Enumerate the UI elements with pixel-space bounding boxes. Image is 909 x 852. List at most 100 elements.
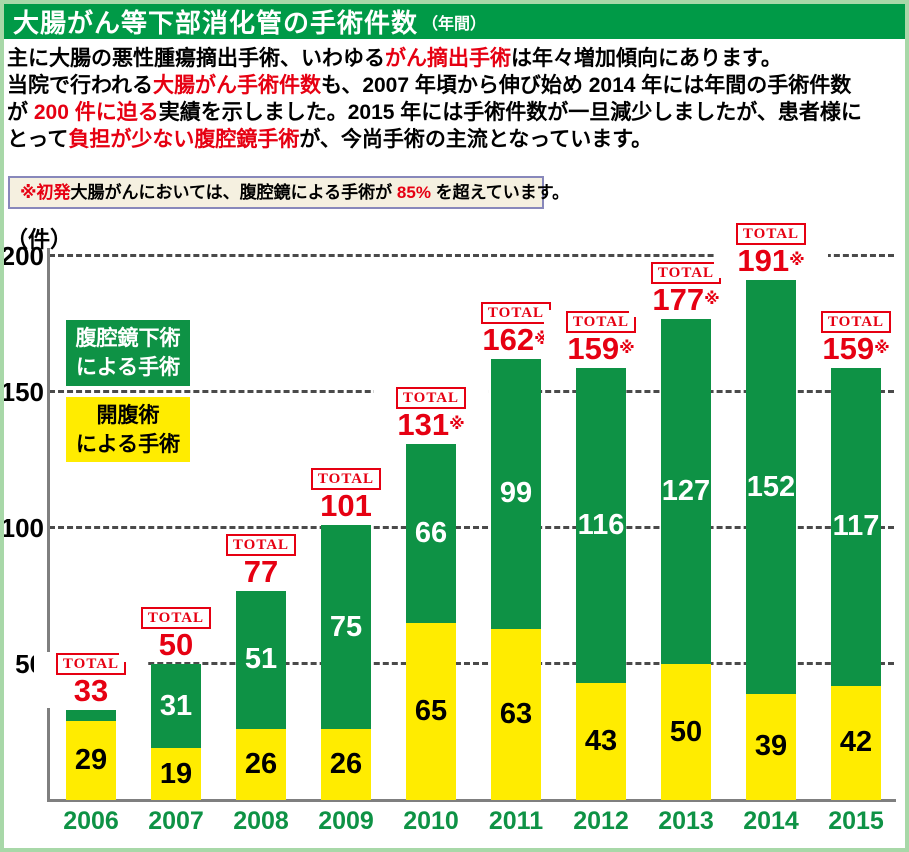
open-surgery-value-2007: 19 bbox=[159, 757, 193, 790]
bar-segment-open-surgery: 43 bbox=[576, 683, 626, 800]
legend-open-label-line2: による手術 bbox=[75, 433, 181, 456]
laparoscopic-surgery-value-2007: 31 bbox=[159, 689, 193, 722]
bar-segment-open-surgery: 26 bbox=[236, 729, 286, 800]
bar-segment-open-surgery: 50 bbox=[661, 664, 711, 800]
bar-segment-laparoscopic-surgery bbox=[66, 710, 116, 722]
x-axis-year-label-2015: 2015 bbox=[828, 807, 884, 835]
laparoscopic-surgery-value-2015: 117 bbox=[832, 510, 880, 543]
bar-segment-open-surgery: 42 bbox=[831, 685, 881, 800]
total-badge-2007: TOTAL bbox=[140, 607, 212, 629]
total-value-2007: 50 bbox=[158, 627, 194, 662]
total-label-2012: TOTAL 159※ bbox=[544, 309, 658, 366]
total-asterisk-2010: ※ bbox=[449, 415, 465, 433]
note-segment-2: 85% bbox=[396, 183, 431, 202]
total-label-2008: TOTAL 77 bbox=[204, 532, 318, 589]
bar-segment-open-surgery: 29 bbox=[66, 721, 116, 800]
total-asterisk-2012: ※ bbox=[619, 339, 635, 357]
intro-line-1: 主に大腸の悪性腫瘍摘出手術、いわゆるがん摘出手術は年々増加傾向にあります。 bbox=[7, 45, 905, 72]
open-surgery-value-2015: 42 bbox=[839, 726, 873, 759]
total-label-2007: TOTAL 50 bbox=[119, 606, 233, 662]
open-surgery-value-2014: 39 bbox=[754, 730, 788, 763]
total-badge-2010: TOTAL bbox=[395, 386, 467, 409]
laparoscopic-surgery-value-2009: 75 bbox=[329, 610, 363, 643]
bar-segment-open-surgery: 65 bbox=[406, 623, 456, 800]
total-badge-2012: TOTAL bbox=[565, 310, 637, 333]
total-value-2013: 177※ bbox=[652, 281, 720, 317]
total-badge-2015: TOTAL bbox=[820, 310, 892, 333]
legend-laparoscopic-label-line2: による手術 bbox=[75, 356, 181, 379]
intro-line-4-segment-0: とって bbox=[7, 128, 69, 151]
bar-segment-open-surgery: 63 bbox=[491, 628, 541, 800]
note-segment-3: を超えています。 bbox=[430, 183, 570, 202]
total-value-2014: 191※ bbox=[737, 243, 805, 279]
bar-segment-laparoscopic-surgery: 75 bbox=[321, 525, 371, 730]
x-axis-year-label-2007: 2007 bbox=[148, 807, 204, 835]
open-surgery-value-2009: 26 bbox=[329, 748, 363, 781]
total-label-2015: TOTAL 159※ bbox=[799, 309, 909, 366]
x-axis-year-label-2013: 2013 bbox=[658, 807, 714, 835]
laparoscopic-surgery-value-2010: 66 bbox=[414, 516, 448, 549]
total-badge-2011: TOTAL bbox=[480, 302, 552, 325]
y-tick-150: 150 bbox=[0, 377, 44, 407]
open-surgery-value-2008: 26 bbox=[244, 748, 278, 781]
total-value-2015: 159※ bbox=[822, 330, 890, 366]
x-axis-year-label-2014: 2014 bbox=[743, 807, 799, 835]
note-segment-1: 大腸がんにおいては、腹腔鏡による手術が bbox=[70, 183, 397, 202]
open-surgery-value-2006: 29 bbox=[74, 744, 108, 777]
x-axis-year-label-2011: 2011 bbox=[488, 807, 544, 835]
laparoscopic-surgery-value-2012: 116 bbox=[577, 508, 625, 541]
total-badge-2009: TOTAL bbox=[310, 468, 382, 491]
intro-line-4-segment-2: が、今尚手術の主流となっています。 bbox=[299, 128, 653, 151]
x-axis-year-label-2006: 2006 bbox=[63, 807, 119, 835]
gridline-50 bbox=[49, 662, 894, 665]
legend-open-surgery: 開腹術 による手術 bbox=[66, 397, 190, 462]
open-surgery-value-2010: 65 bbox=[414, 695, 448, 728]
page-header: 大腸がん等下部消化管の手術件数 （年間） bbox=[4, 4, 905, 39]
laparoscopic-surgery-value-2013: 127 bbox=[661, 474, 711, 507]
total-badge-2006: TOTAL bbox=[55, 653, 127, 676]
bar-segment-laparoscopic-surgery: 127 bbox=[661, 318, 711, 664]
total-asterisk-2013: ※ bbox=[704, 290, 720, 308]
intro-line-2-segment-0: 当院で行われる bbox=[7, 74, 153, 97]
legend-open-label-line1: 開腹術 bbox=[96, 404, 160, 427]
total-badge-2014: TOTAL bbox=[735, 223, 807, 246]
laparoscopic-surgery-value-2011: 99 bbox=[499, 477, 533, 510]
intro-line-1-segment-0: 主に大腸の悪性腫瘍摘出手術、いわゆる bbox=[7, 47, 385, 70]
total-value-2012: 159※ bbox=[567, 330, 635, 366]
intro-line-3: が 200 件に迫る実績を示しました。2015 年には手術件数が一旦減少しました… bbox=[7, 99, 905, 126]
x-axis-year-label-2012: 2012 bbox=[573, 807, 629, 835]
intro-line-1-segment-2: は年々増加傾向にあります。 bbox=[511, 47, 782, 70]
page-title-suffix: （年間） bbox=[422, 15, 487, 33]
x-axis-year-label-2010: 2010 bbox=[403, 807, 459, 835]
note-segment-0: ※初発 bbox=[20, 183, 71, 202]
intro-line-1-segment-1: がん摘出手術 bbox=[385, 47, 511, 70]
open-surgery-value-2013: 50 bbox=[669, 715, 703, 748]
x-axis-line bbox=[47, 799, 896, 802]
y-axis-unit-label: （件） bbox=[6, 227, 73, 252]
note-box: ※初発大腸がんにおいては、腹腔鏡による手術が 85% を超えています。 bbox=[8, 176, 569, 209]
intro-line-2-segment-2: も、2007 年頃から伸び始め 2014 年には年間の手術件数 bbox=[320, 74, 852, 97]
bar-segment-laparoscopic-surgery: 66 bbox=[406, 443, 456, 624]
bar-segment-laparoscopic-surgery: 117 bbox=[831, 367, 881, 686]
x-axis-year-label-2008: 2008 bbox=[233, 807, 289, 835]
surgery-bar-chart: （件） 腹腔鏡下術 による手術 開腹術 による手術 200 150 100 50 29 T… bbox=[0, 218, 909, 848]
total-asterisk-2014: ※ bbox=[789, 252, 805, 270]
y-tick-200: 200 bbox=[0, 241, 44, 271]
bar-segment-laparoscopic-surgery: 51 bbox=[236, 590, 286, 730]
bar-segment-laparoscopic-surgery: 31 bbox=[151, 664, 201, 749]
total-badge-2008: TOTAL bbox=[225, 533, 297, 556]
total-badge-2013: TOTAL bbox=[650, 261, 722, 284]
bar-segment-open-surgery: 39 bbox=[746, 693, 796, 800]
laparoscopic-surgery-value-2008: 51 bbox=[244, 643, 278, 676]
total-value-2009: 101 bbox=[320, 488, 372, 524]
open-surgery-value-2012: 43 bbox=[584, 725, 618, 757]
bar-segment-laparoscopic-surgery: 99 bbox=[491, 359, 541, 629]
intro-line-2: 当院で行われる大腸がん手術件数も、2007 年頃から伸び始め 2014 年には年… bbox=[7, 72, 905, 99]
total-label-2010: TOTAL 131※ bbox=[374, 385, 488, 442]
total-label-2009: TOTAL 101 bbox=[289, 467, 403, 524]
intro-line-4: とって負担が少ない腹腔鏡手術が、今尚手術の主流となっています。 bbox=[7, 126, 905, 153]
bar-segment-open-surgery: 19 bbox=[151, 748, 201, 800]
intro-line-2-segment-1: 大腸がん手術件数 bbox=[152, 74, 321, 97]
intro-line-3-segment-2: 実績を示しました。2015 年には手術件数が一旦減少しましたが、患者様に bbox=[158, 101, 862, 124]
